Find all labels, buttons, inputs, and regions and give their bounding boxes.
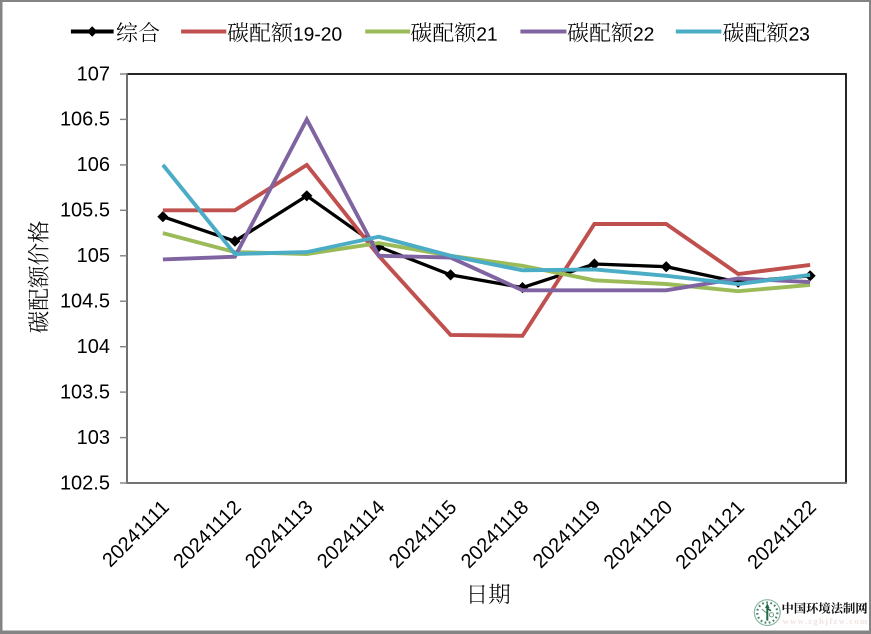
svg-text:104.5: 104.5	[60, 291, 110, 313]
svg-text:106: 106	[77, 154, 110, 176]
svg-text:105.5: 105.5	[60, 200, 110, 222]
svg-text:105: 105	[77, 245, 110, 267]
svg-text:104: 104	[77, 336, 110, 358]
svg-text:www.zghjfzw.com: www.zghjfzw.com	[783, 616, 869, 626]
svg-text:103.5: 103.5	[60, 381, 110, 403]
svg-text:107: 107	[77, 63, 110, 85]
svg-text:106.5: 106.5	[60, 109, 110, 131]
svg-text:103: 103	[77, 427, 110, 449]
svg-text:102.5: 102.5	[60, 472, 110, 494]
